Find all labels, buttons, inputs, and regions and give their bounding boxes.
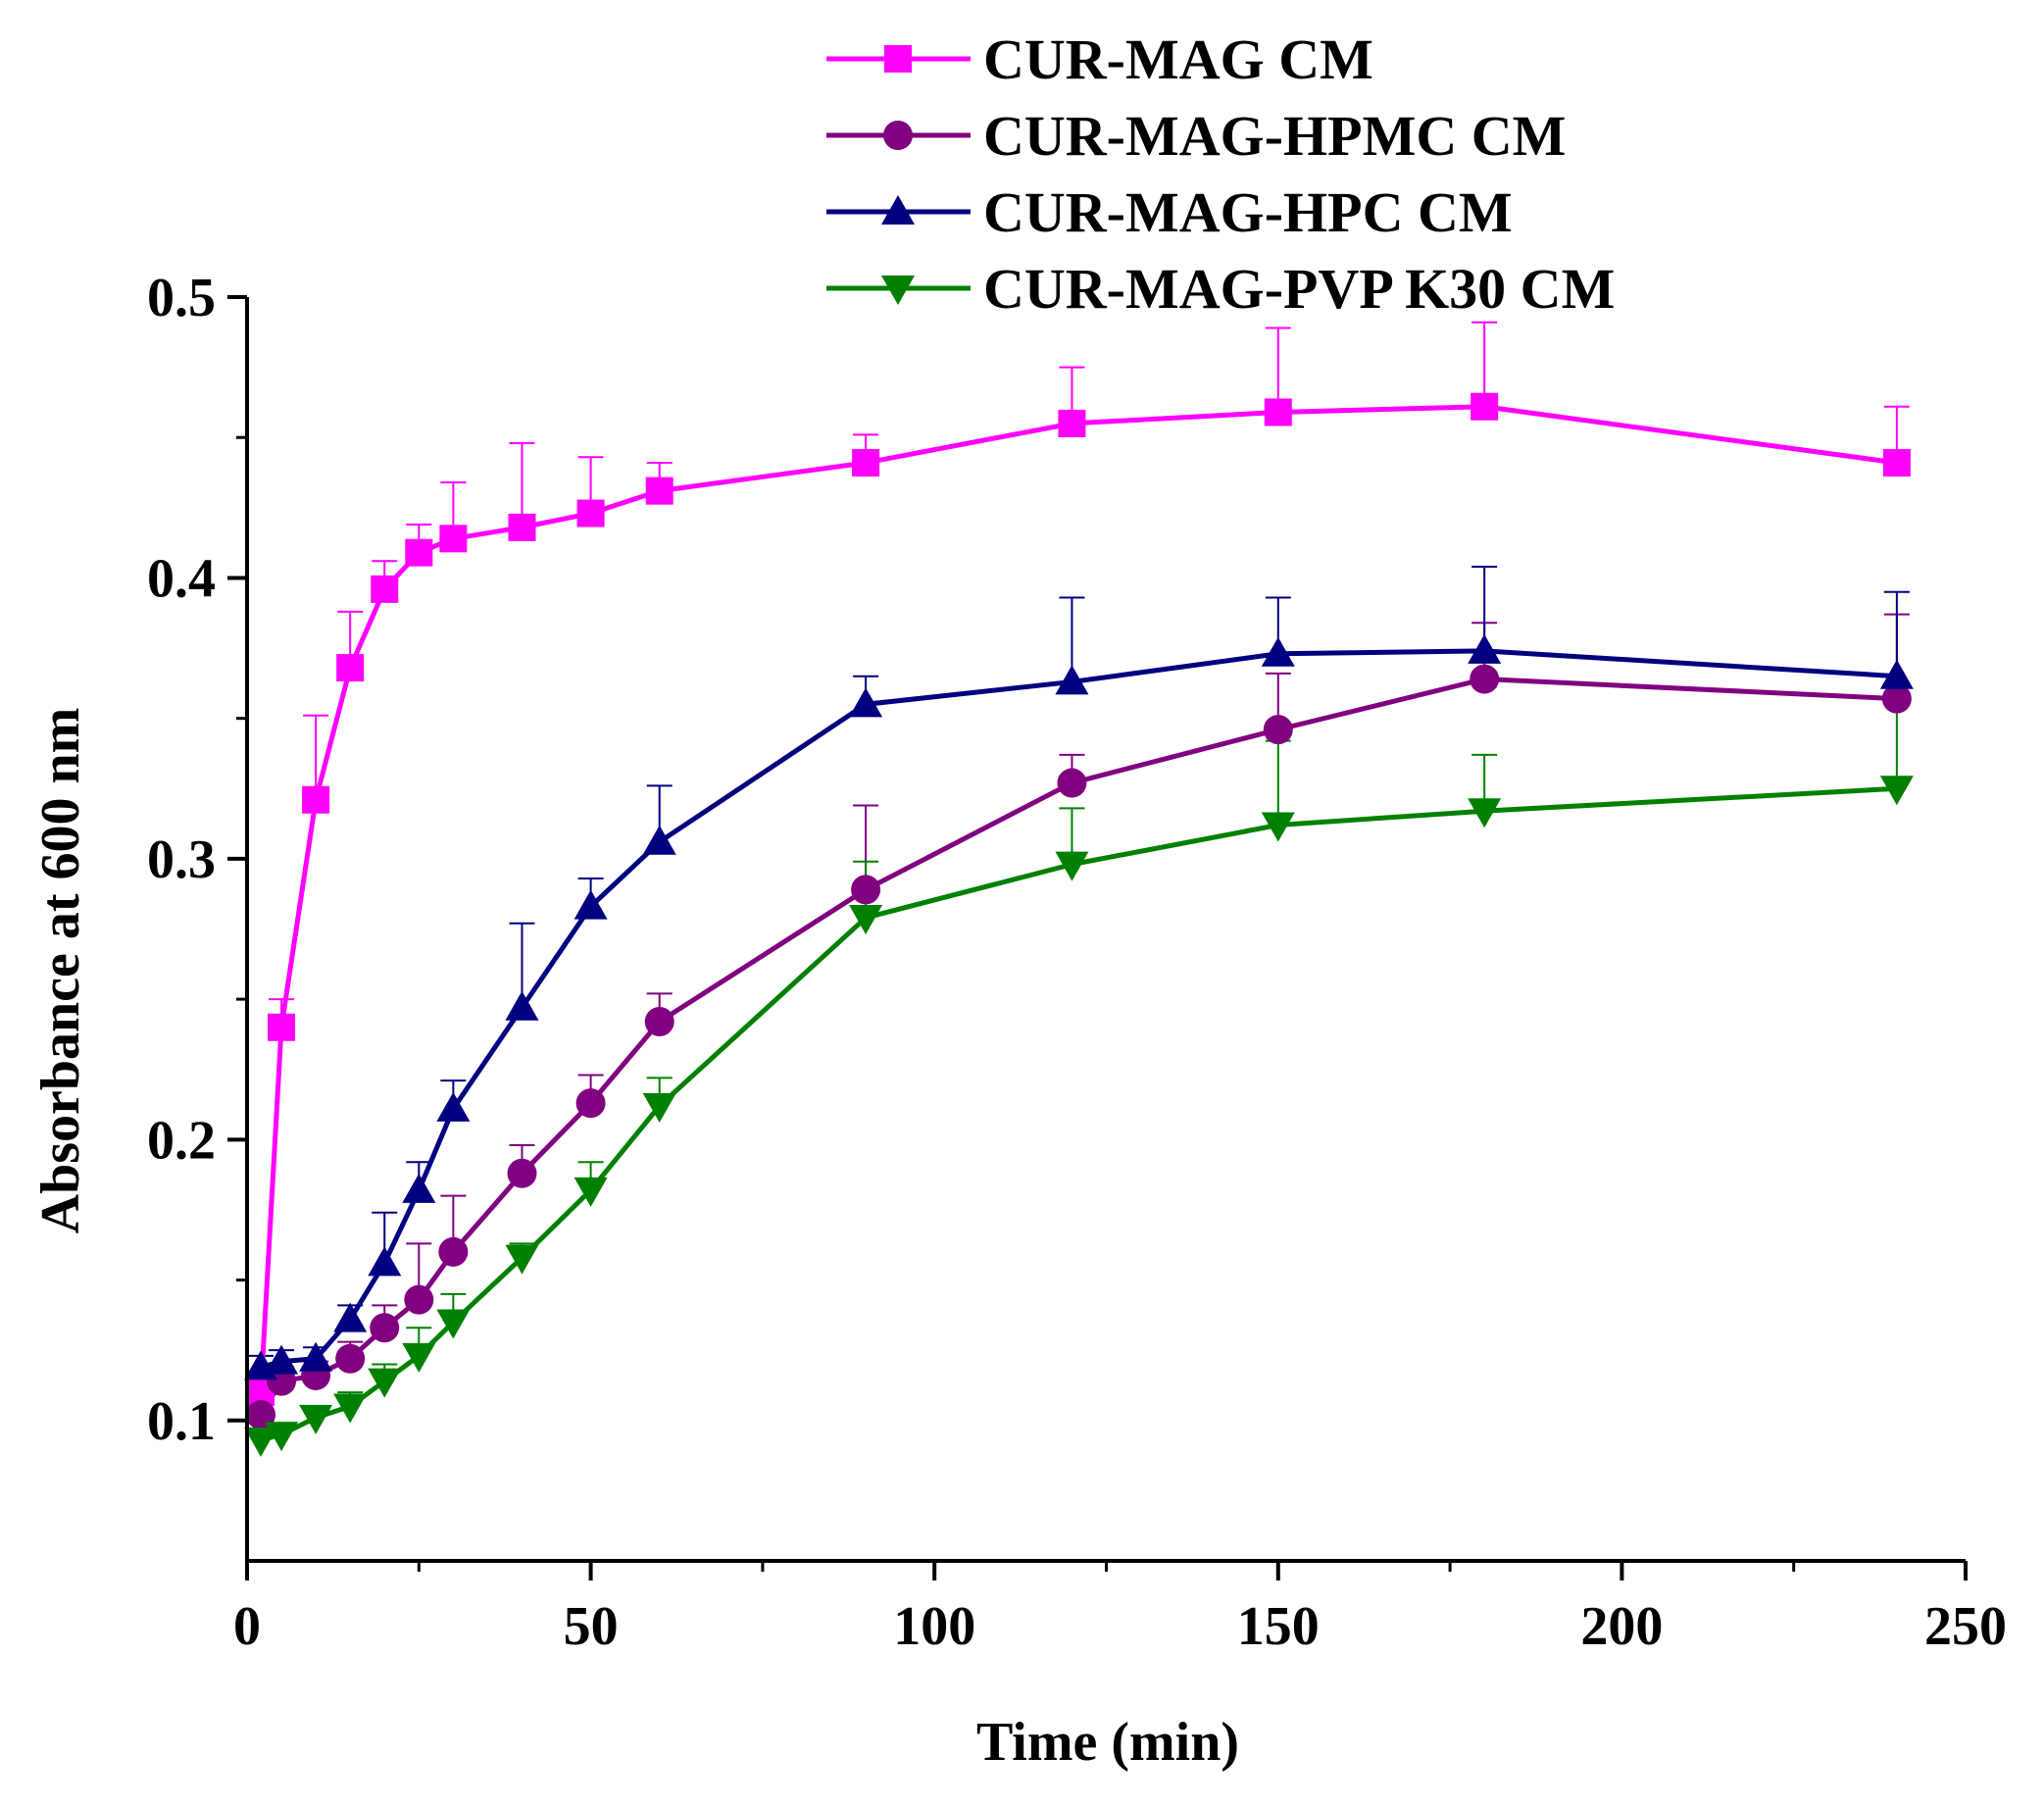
data-point [336, 654, 365, 682]
data-point [244, 1427, 278, 1457]
series-markers [244, 392, 1914, 1457]
data-point [368, 1246, 402, 1277]
data-point [644, 1007, 674, 1037]
data-point [1055, 665, 1089, 695]
data-point [1263, 715, 1293, 745]
data-point [1470, 664, 1500, 694]
x-axis-title: Time (min) [976, 1712, 1239, 1773]
data-point [405, 538, 433, 567]
data-point [1882, 449, 1911, 477]
y-tick-label: 0.2 [147, 1110, 216, 1171]
y-axis-title: Absorbance at 600 nm [30, 708, 91, 1234]
series-line [258, 404, 1898, 1393]
data-point [404, 1284, 434, 1315]
legend-marker [883, 121, 913, 150]
axes: 0 50 100 150 200 250 0.1 0.2 0.3 0.4 0.5 [147, 268, 2007, 1657]
data-point [852, 449, 880, 477]
data-point [1058, 409, 1086, 437]
data-point [1057, 768, 1087, 798]
x-tick-label: 250 [1924, 1596, 2007, 1657]
legend-marker [881, 195, 915, 225]
legend-label: CUR-MAG-HPC CM [983, 180, 1513, 244]
y-tick-label: 0.1 [147, 1391, 216, 1452]
data-point [642, 1092, 676, 1123]
x-tick-label: 0 [233, 1596, 261, 1657]
legend-marker [881, 276, 915, 305]
data-point [508, 513, 536, 541]
legend: CUR-MAG CM CUR-MAG-HPMC CM CUR-MAG-HPC CM C… [826, 27, 1615, 321]
x-tick-label: 150 [1237, 1596, 1320, 1657]
data-point [265, 1344, 299, 1375]
data-point [402, 1342, 436, 1373]
data-point [1261, 636, 1295, 667]
data-point [507, 1158, 537, 1188]
data-point [1468, 798, 1502, 828]
series-lines [258, 404, 1898, 1443]
data-point [265, 1422, 299, 1452]
series-line [260, 648, 1898, 1370]
data-point [333, 1393, 368, 1424]
data-point [645, 477, 673, 505]
data-point [573, 1177, 608, 1207]
y-tick-label: 0.4 [147, 548, 216, 609]
x-tick-label: 50 [564, 1596, 619, 1657]
y-tick-label: 0.5 [147, 268, 216, 328]
legend-label: CUR-MAG-HPMC CM [983, 104, 1566, 168]
data-point [371, 575, 399, 603]
data-point [505, 1244, 539, 1275]
data-point [402, 1173, 436, 1203]
data-point [1261, 812, 1295, 842]
data-point [299, 1404, 333, 1434]
error-bars [248, 321, 1910, 1440]
x-tick-label: 200 [1580, 1596, 1663, 1657]
legend-label: CUR-MAG CM [983, 27, 1373, 91]
data-point [505, 990, 539, 1021]
data-point [849, 905, 883, 935]
legend-label: CUR-MAG-PVP K30 CM [983, 257, 1615, 321]
data-point [439, 525, 468, 553]
series-line [260, 785, 1898, 1443]
data-point [436, 1091, 471, 1122]
data-point [436, 1309, 471, 1339]
data-point [1468, 633, 1502, 664]
data-point [1879, 659, 1914, 689]
data-point [642, 825, 676, 855]
data-point [302, 785, 330, 814]
data-point [268, 1013, 296, 1041]
data-point [368, 1368, 402, 1398]
data-point [1881, 683, 1912, 714]
data-point [333, 1302, 368, 1332]
data-point [370, 1313, 400, 1343]
data-point [1471, 392, 1499, 421]
legend-marker [884, 45, 912, 73]
data-point [1264, 398, 1292, 426]
data-point [576, 499, 605, 527]
data-point [573, 889, 608, 920]
data-point [299, 1341, 333, 1372]
x-tick-label: 100 [893, 1596, 975, 1657]
data-point [849, 687, 883, 718]
y-tick-label: 0.3 [147, 829, 216, 890]
data-point [438, 1236, 469, 1267]
data-point [575, 1088, 606, 1119]
data-point [1879, 776, 1914, 806]
data-point [1055, 851, 1089, 881]
data-point [335, 1343, 366, 1374]
data-point [851, 875, 881, 905]
